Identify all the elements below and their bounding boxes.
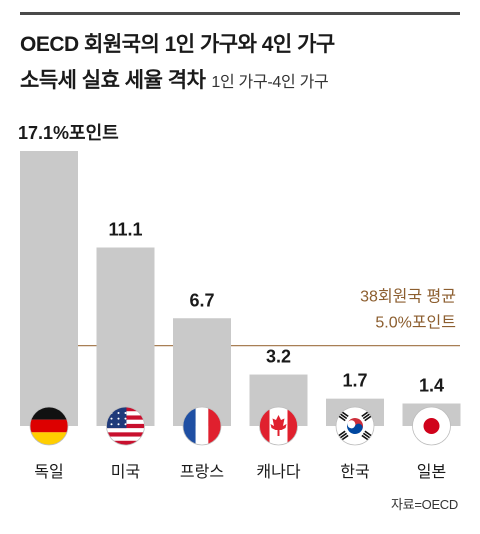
bar-1 — [20, 151, 78, 426]
category-label-2: 미국 — [111, 463, 140, 481]
category-label-1: 독일 — [34, 463, 63, 481]
category-label-4: 캐나다 — [256, 463, 300, 481]
value-label-4: 3.2 — [266, 347, 291, 367]
chart-subtitle: 1인 가구-4인 가구 — [211, 74, 329, 91]
korea-flag-icon — [335, 406, 375, 446]
germany-flag-icon — [29, 406, 69, 446]
chart-title-line2-text: 소득세 실효 세율 격차 — [20, 69, 206, 92]
category-label-6: 일본 — [417, 463, 446, 481]
value-label-3: 6.7 — [189, 290, 214, 310]
chart-title-line2: 소득세 실효 세율 격차 1인 가구-4인 가구 — [20, 64, 329, 94]
value-label-6: 1.4 — [419, 375, 444, 395]
value-label-5: 1.7 — [342, 371, 367, 391]
source-note: 자료=OECD — [391, 497, 458, 512]
category-label-3: 프랑스 — [180, 463, 224, 481]
chart-title-line1: OECD 회원국의 1인 가구와 4인 가구 — [20, 33, 335, 56]
value-label-1: 17.1%포인트 — [18, 123, 119, 143]
canada-flag-icon — [259, 406, 298, 446]
usa-flag-icon — [106, 406, 145, 446]
value-label-2: 11.1 — [108, 219, 142, 239]
average-label: 38회원국 평균 — [360, 288, 456, 306]
top-rule — [20, 12, 460, 15]
bar-2 — [96, 247, 155, 426]
category-label-5: 한국 — [340, 463, 369, 481]
japan-flag-icon — [412, 406, 451, 446]
average-value-label: 5.0%포인트 — [375, 314, 456, 332]
france-flag-icon — [182, 406, 222, 446]
